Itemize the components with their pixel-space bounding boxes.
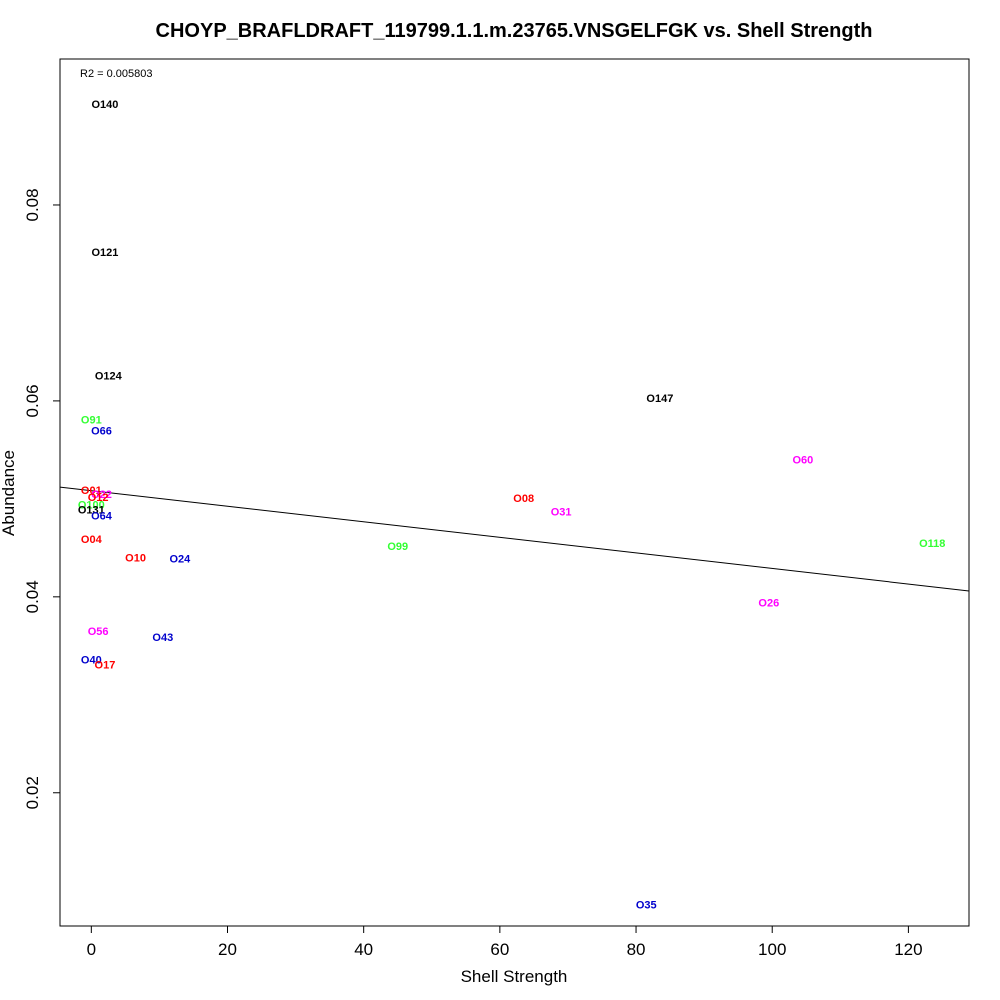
point-label-o24: O24 — [169, 554, 191, 566]
point-label-o12: O12 — [88, 492, 109, 504]
point-label-o56: O56 — [88, 626, 109, 638]
point-label-o66: O66 — [91, 425, 112, 437]
regression-line — [59, 486, 970, 592]
x-axis: 0 20 40 60 80 100 120 — [87, 926, 923, 959]
point-label-o04: O04 — [81, 534, 103, 546]
point-label-o01: O01 — [81, 485, 102, 497]
point-label-o118: O118 — [919, 538, 945, 550]
y-axis-label: Abundance — [0, 450, 18, 536]
point-label-o17: O17 — [95, 659, 116, 671]
r2-annotation: R2 = 0.005803 — [80, 68, 152, 80]
point-label-o40: O40 — [81, 655, 102, 667]
x-axis-label: Shell Strength — [461, 967, 568, 986]
point-label-o08: O08 — [513, 493, 534, 505]
point-label-o22: O22 — [91, 489, 112, 501]
y-axis: 0.02 0.04 0.06 0.08 — [23, 188, 60, 809]
chart-title: CHOYP_BRAFLDRAFT_119799.1.1.m.23765.VNSG… — [156, 20, 873, 42]
x-tick-label: 120 — [894, 940, 922, 959]
x-tick-label: 20 — [218, 940, 237, 959]
point-label-o35: O35 — [636, 899, 657, 911]
x-tick-label: 80 — [627, 940, 646, 959]
point-label-o124: O124 — [95, 370, 123, 382]
y-tick-label: 0.02 — [23, 776, 42, 809]
point-label-o26: O26 — [758, 598, 779, 610]
point-label-o99: O99 — [387, 541, 408, 553]
y-tick-label: 0.06 — [23, 384, 42, 417]
point-label-o121: O121 — [91, 247, 118, 259]
point-label-o100: O100 — [78, 500, 105, 512]
point-label-o131: O131 — [78, 505, 105, 517]
point-label-o140: O140 — [91, 99, 118, 111]
y-tick-label: 0.04 — [23, 580, 42, 613]
point-label-o31: O31 — [551, 507, 572, 519]
point-label-o91: O91 — [81, 415, 102, 427]
x-tick-label: 60 — [490, 940, 509, 959]
x-tick-label: 40 — [354, 940, 373, 959]
point-label-o10: O10 — [125, 553, 146, 565]
x-tick-label: 0 — [87, 940, 96, 959]
point-label-o43: O43 — [152, 632, 173, 644]
plot-frame — [59, 58, 970, 927]
point-label-o147: O147 — [646, 393, 673, 405]
y-tick-label: 0.08 — [23, 188, 42, 221]
x-tick-label: 100 — [758, 940, 786, 959]
point-label-o64: O64 — [91, 511, 113, 523]
point-label-o60: O60 — [792, 455, 813, 467]
